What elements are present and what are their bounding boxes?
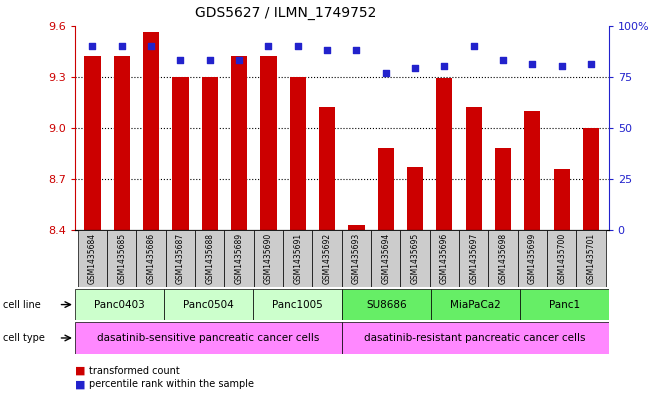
Bar: [495, 148, 511, 230]
Text: GSM1435693: GSM1435693: [352, 233, 361, 284]
Bar: [519, 289, 609, 320]
Bar: [547, 230, 576, 287]
Bar: [430, 230, 459, 287]
Point: [87, 43, 98, 49]
Point: [292, 43, 303, 49]
Bar: [107, 230, 137, 287]
Text: GSM1435689: GSM1435689: [234, 233, 243, 284]
Bar: [253, 289, 342, 320]
Text: cell type: cell type: [3, 333, 45, 343]
Text: GSM1435692: GSM1435692: [323, 233, 331, 284]
Bar: [173, 77, 189, 230]
Bar: [75, 322, 342, 354]
Bar: [436, 78, 452, 230]
Text: MiaPaCa2: MiaPaCa2: [450, 299, 501, 310]
Bar: [342, 322, 609, 354]
Text: GSM1435691: GSM1435691: [294, 233, 302, 284]
Text: Panc1: Panc1: [549, 299, 580, 310]
Text: GSM1435698: GSM1435698: [499, 233, 508, 284]
Point: [586, 61, 596, 68]
Text: GSM1435684: GSM1435684: [88, 233, 97, 284]
Point: [410, 65, 421, 72]
Point: [527, 61, 538, 68]
Bar: [195, 230, 225, 287]
Bar: [114, 56, 130, 230]
Point: [439, 63, 450, 70]
Text: GSM1435701: GSM1435701: [587, 233, 596, 284]
Text: GSM1435688: GSM1435688: [205, 233, 214, 284]
Bar: [583, 128, 599, 230]
Point: [469, 43, 479, 49]
Bar: [312, 230, 342, 287]
Bar: [576, 230, 605, 287]
Bar: [465, 107, 482, 230]
Bar: [459, 230, 488, 287]
Bar: [518, 230, 547, 287]
Bar: [164, 289, 253, 320]
Bar: [166, 230, 195, 287]
Point: [352, 47, 362, 53]
Bar: [348, 225, 365, 230]
Bar: [319, 107, 335, 230]
Point: [234, 57, 244, 63]
Bar: [488, 230, 518, 287]
Text: cell line: cell line: [3, 299, 41, 310]
Text: dasatinib-resistant pancreatic cancer cells: dasatinib-resistant pancreatic cancer ce…: [365, 333, 586, 343]
Text: GSM1435694: GSM1435694: [381, 233, 390, 284]
Text: ■: ■: [75, 379, 85, 389]
Bar: [400, 230, 430, 287]
Point: [117, 43, 127, 49]
Text: dasatinib-sensitive pancreatic cancer cells: dasatinib-sensitive pancreatic cancer ce…: [97, 333, 320, 343]
Bar: [75, 289, 164, 320]
Text: Panc0504: Panc0504: [183, 299, 234, 310]
Text: GDS5627 / ILMN_1749752: GDS5627 / ILMN_1749752: [195, 6, 377, 20]
Point: [322, 47, 332, 53]
Text: GSM1435700: GSM1435700: [557, 233, 566, 284]
Text: ■: ■: [75, 365, 85, 376]
Point: [204, 57, 215, 63]
Point: [263, 43, 273, 49]
Text: GSM1435699: GSM1435699: [528, 233, 537, 284]
Bar: [554, 169, 570, 230]
Point: [498, 57, 508, 63]
Text: transformed count: transformed count: [89, 365, 180, 376]
Bar: [78, 230, 107, 287]
Text: GSM1435690: GSM1435690: [264, 233, 273, 284]
Bar: [202, 77, 218, 230]
Bar: [342, 289, 431, 320]
Text: Panc1005: Panc1005: [272, 299, 323, 310]
Bar: [283, 230, 312, 287]
Bar: [342, 230, 371, 287]
Bar: [143, 32, 159, 230]
Bar: [407, 167, 423, 230]
Text: GSM1435696: GSM1435696: [440, 233, 449, 284]
Bar: [260, 56, 277, 230]
Bar: [137, 230, 166, 287]
Point: [175, 57, 186, 63]
Bar: [85, 56, 100, 230]
Point: [381, 70, 391, 76]
Bar: [225, 230, 254, 287]
Text: GSM1435685: GSM1435685: [117, 233, 126, 284]
Point: [557, 63, 567, 70]
Text: GSM1435697: GSM1435697: [469, 233, 478, 284]
Bar: [254, 230, 283, 287]
Bar: [231, 56, 247, 230]
Bar: [524, 111, 540, 230]
Text: GSM1435686: GSM1435686: [146, 233, 156, 284]
Text: Panc0403: Panc0403: [94, 299, 145, 310]
Text: percentile rank within the sample: percentile rank within the sample: [89, 379, 254, 389]
Text: GSM1435687: GSM1435687: [176, 233, 185, 284]
Text: SU8686: SU8686: [366, 299, 407, 310]
Bar: [371, 230, 400, 287]
Bar: [431, 289, 519, 320]
Point: [146, 43, 156, 49]
Bar: [378, 148, 394, 230]
Bar: [290, 77, 306, 230]
Text: GSM1435695: GSM1435695: [411, 233, 420, 284]
